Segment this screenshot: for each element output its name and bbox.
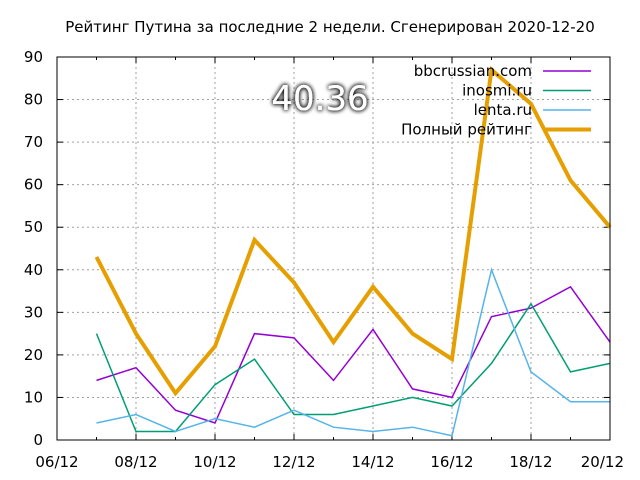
legend-label-2: lenta.ru [474,101,532,119]
x-tick-label: 12/12 [272,453,315,471]
y-tick-label: 80 [24,91,43,109]
series-line-2 [96,267,610,437]
x-tick-label: 08/12 [114,453,157,471]
series-lines [94,65,612,437]
y-tick-label: 10 [24,388,43,406]
x-tick-label: 10/12 [193,453,236,471]
y-tick-label: 20 [24,346,43,364]
x-tick-label: 18/12 [509,453,552,471]
x-tick-label: 14/12 [351,453,394,471]
x-tick-label: 16/12 [430,453,473,471]
y-tick-label: 70 [24,133,43,151]
legend-label-0: bbcrussian.com [414,62,532,80]
series-line-0 [96,285,611,424]
rating-value-annotation: 40.36 [271,79,368,119]
y-tick-label: 0 [33,431,43,449]
y-tick-label: 90 [24,48,43,66]
y-tick-label: 60 [24,176,43,194]
y-tick-label: 50 [24,218,43,236]
grid [57,57,610,440]
series-line-1 [95,302,611,433]
chart-title: Рейтинг Путина за последние 2 недели. Сг… [65,18,594,36]
series-line-3 [94,65,612,397]
legend-label-3: Полный рейтинг [401,121,532,139]
legend-label-1: inosmi.ru [462,82,532,100]
axis-ticks: 0 10 20 30 40 50 60 70 80 90 06/12 08/12 10/12 12/12 1… [24,48,624,471]
y-tick-label: 40 [24,261,43,279]
y-tick-label: 30 [24,303,43,321]
x-tick-label: 20/12 [581,453,624,471]
plot-frame [56,56,611,441]
x-tick-label: 06/12 [35,453,78,471]
